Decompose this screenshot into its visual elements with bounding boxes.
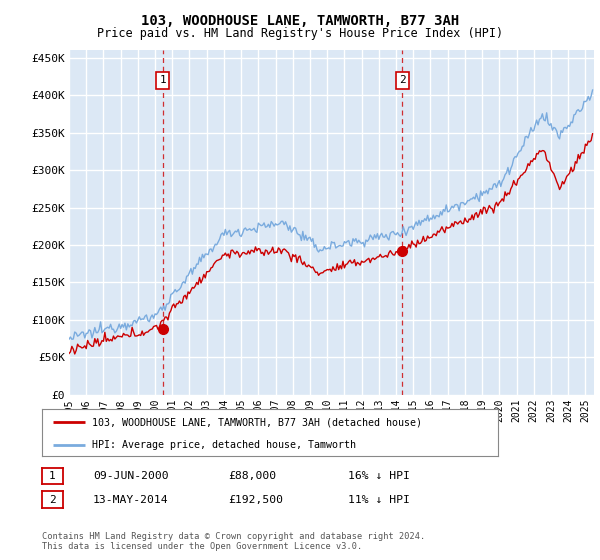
Text: Contains HM Land Registry data © Crown copyright and database right 2024.
This d: Contains HM Land Registry data © Crown c… xyxy=(42,532,425,552)
Text: £192,500: £192,500 xyxy=(228,494,283,505)
Text: 09-JUN-2000: 09-JUN-2000 xyxy=(93,471,169,481)
Text: £88,000: £88,000 xyxy=(228,471,276,481)
Text: 13-MAY-2014: 13-MAY-2014 xyxy=(93,494,169,505)
Text: Price paid vs. HM Land Registry's House Price Index (HPI): Price paid vs. HM Land Registry's House … xyxy=(97,27,503,40)
Text: 2: 2 xyxy=(399,76,406,85)
Text: 16% ↓ HPI: 16% ↓ HPI xyxy=(348,471,410,481)
Text: 11% ↓ HPI: 11% ↓ HPI xyxy=(348,494,410,505)
Text: 2: 2 xyxy=(49,494,56,505)
Text: HPI: Average price, detached house, Tamworth: HPI: Average price, detached house, Tamw… xyxy=(92,440,356,450)
Text: 103, WOODHOUSE LANE, TAMWORTH, B77 3AH: 103, WOODHOUSE LANE, TAMWORTH, B77 3AH xyxy=(141,14,459,28)
Text: 1: 1 xyxy=(159,76,166,85)
Text: 103, WOODHOUSE LANE, TAMWORTH, B77 3AH (detached house): 103, WOODHOUSE LANE, TAMWORTH, B77 3AH (… xyxy=(92,417,422,427)
Text: 1: 1 xyxy=(49,471,56,481)
